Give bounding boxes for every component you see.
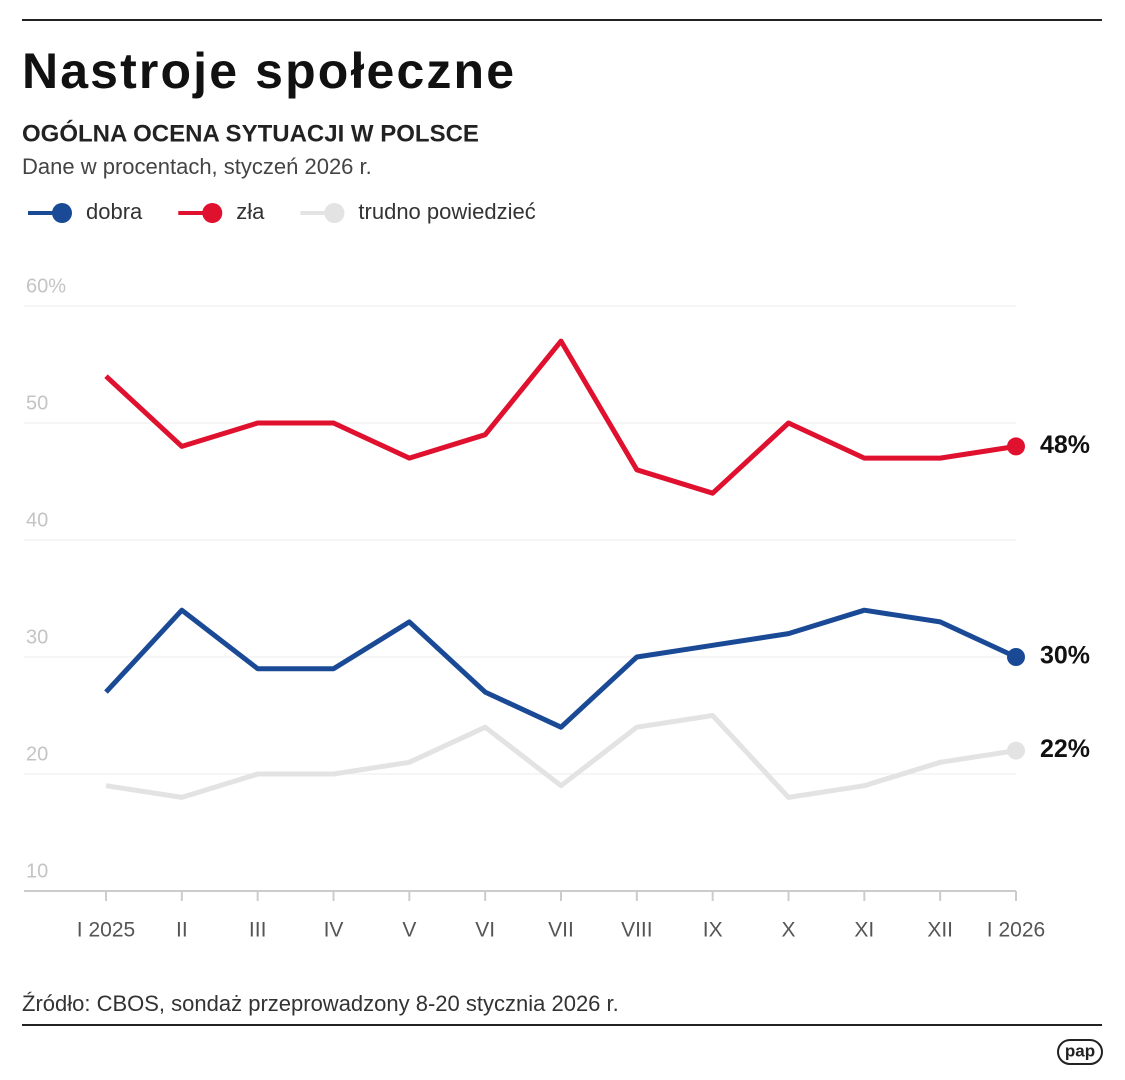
chart-description: Dane w procentach, styczeń 2026 r.: [22, 154, 372, 179]
logo: pap: [1065, 1041, 1095, 1060]
value-label: 48%: [1040, 431, 1090, 459]
legend-dot: [324, 203, 345, 223]
x-tick-label: XI: [854, 919, 874, 942]
value-label: 30%: [1040, 642, 1090, 670]
logo-frame: [1057, 1039, 1103, 1065]
x-tick-label: X: [781, 919, 795, 942]
x-tick-label: IX: [703, 919, 723, 942]
series-line: [104, 338, 1017, 496]
y-tick-label: 30: [26, 626, 48, 648]
y-tick-label: 50: [26, 392, 48, 414]
chart-title: Nastroje społeczne: [22, 43, 514, 99]
x-tick-label: II: [176, 919, 188, 942]
x-tick-label: I 2026: [987, 919, 1045, 942]
x-tick-label: VIII: [621, 919, 653, 942]
legend-label: trudno powiedzieć: [358, 199, 535, 224]
value-label: 22%: [1040, 735, 1090, 763]
end-point: [1007, 741, 1025, 760]
series-line: [104, 607, 1018, 730]
x-tick-label: IV: [324, 919, 344, 942]
x-tick-label: VI: [475, 919, 495, 942]
legend-label: dobra: [86, 199, 143, 224]
y-tick-label: 40: [26, 509, 48, 531]
x-tick-label: V: [402, 919, 416, 942]
y-tick-label: 10: [26, 860, 48, 882]
y-tick-label: 60%: [26, 275, 66, 297]
chart-subtitle: OGÓLNA OCENA SYTUACJI W POLSCE: [22, 119, 479, 147]
legend-dot: [52, 203, 72, 223]
series-line: [105, 713, 1017, 800]
legend-dot: [202, 203, 223, 223]
x-tick-label: I 2025: [77, 919, 135, 942]
end-point: [1007, 648, 1025, 666]
legend-label: zła: [236, 199, 265, 224]
y-tick-label: 20: [26, 743, 48, 765]
x-tick-label: VII: [548, 919, 574, 942]
source: Źródło: CBOS, sondaż przeprowadzony 8-20…: [22, 991, 619, 1016]
x-tick-label: XII: [927, 919, 953, 942]
end-point: [1007, 437, 1025, 456]
x-tick-label: III: [249, 919, 267, 942]
